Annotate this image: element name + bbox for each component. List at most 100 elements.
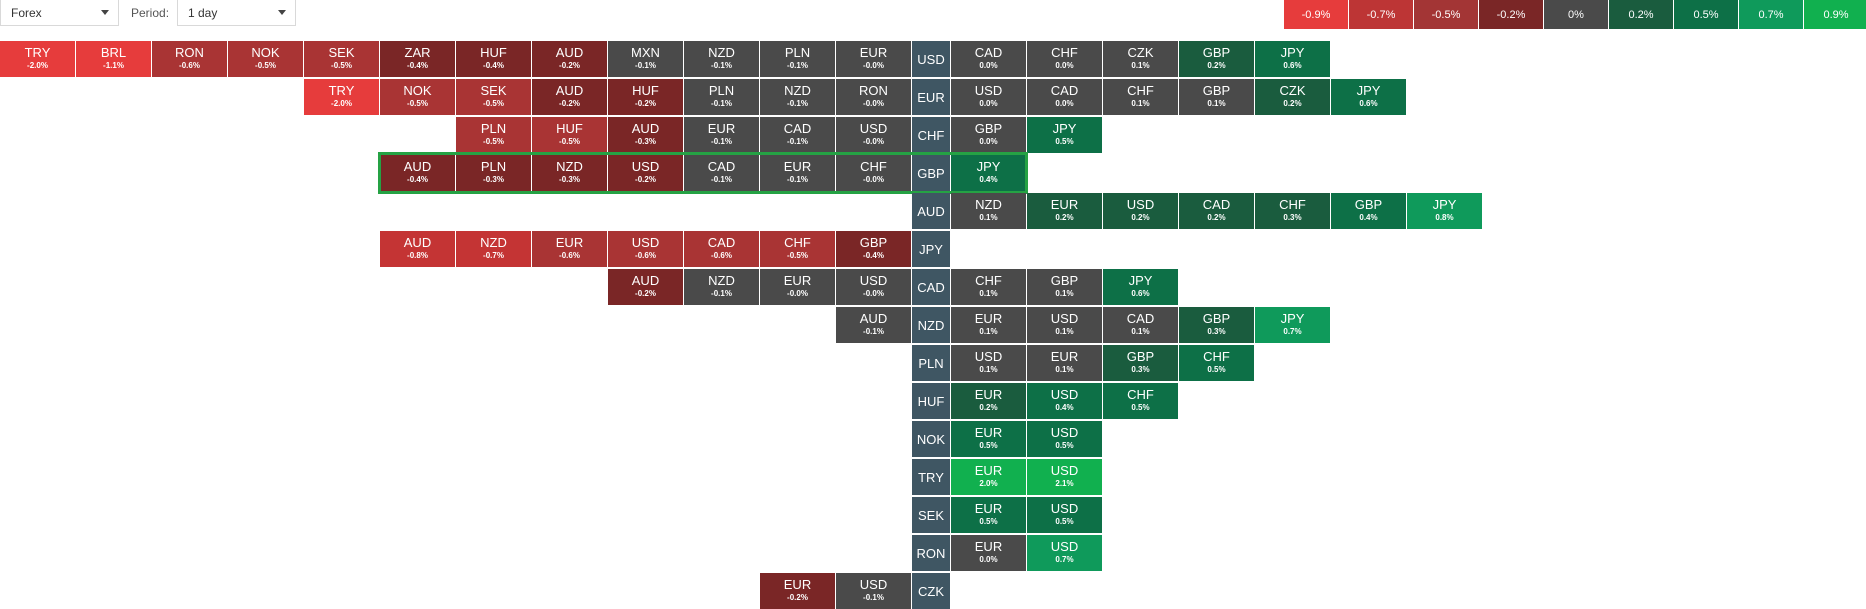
pair-tile-usd-nzd[interactable]: NZD -0.1% — [684, 41, 759, 77]
pair-tile-gbp-aud[interactable]: AUD -0.4% — [380, 155, 455, 191]
base-currency-try[interactable]: TRY — [912, 459, 950, 495]
base-currency-jpy[interactable]: JPY — [912, 231, 950, 267]
pair-tile-aud-eur[interactable]: EUR 0.2% — [1027, 193, 1102, 229]
base-currency-pln[interactable]: PLN — [912, 345, 950, 381]
pair-tile-usd-sek[interactable]: SEK -0.5% — [304, 41, 379, 77]
pair-tile-try-eur[interactable]: EUR 2.0% — [951, 459, 1026, 495]
pair-tile-jpy-nzd[interactable]: NZD -0.7% — [456, 231, 531, 267]
pair-tile-pln-gbp[interactable]: GBP 0.3% — [1103, 345, 1178, 381]
pair-tile-cad-jpy[interactable]: JPY 0.6% — [1103, 269, 1178, 305]
pair-tile-aud-jpy[interactable]: JPY 0.8% — [1407, 193, 1482, 229]
pair-tile-try-usd[interactable]: USD 2.1% — [1027, 459, 1102, 495]
pair-tile-eur-gbp[interactable]: GBP 0.1% — [1179, 79, 1254, 115]
pair-tile-cad-chf[interactable]: CHF 0.1% — [951, 269, 1026, 305]
pair-tile-gbp-chf[interactable]: CHF -0.0% — [836, 155, 911, 191]
base-currency-sek[interactable]: SEK — [912, 497, 950, 533]
base-currency-chf[interactable]: CHF — [912, 117, 950, 153]
pair-tile-eur-chf[interactable]: CHF 0.1% — [1103, 79, 1178, 115]
pair-tile-sek-eur[interactable]: EUR 0.5% — [951, 497, 1026, 533]
period-select[interactable]: 1 day — [177, 0, 296, 26]
pair-tile-jpy-chf[interactable]: CHF -0.5% — [760, 231, 835, 267]
pair-tile-chf-jpy[interactable]: JPY 0.5% — [1027, 117, 1102, 153]
pair-tile-sek-usd[interactable]: USD 0.5% — [1027, 497, 1102, 533]
pair-tile-nzd-usd[interactable]: USD 0.1% — [1027, 307, 1102, 343]
pair-tile-usd-nok[interactable]: NOK -0.5% — [228, 41, 303, 77]
base-currency-gbp[interactable]: GBP — [912, 155, 950, 191]
pair-tile-cad-gbp[interactable]: GBP 0.1% — [1027, 269, 1102, 305]
pair-tile-jpy-gbp[interactable]: GBP -0.4% — [836, 231, 911, 267]
pair-tile-gbp-jpy[interactable]: JPY 0.4% — [951, 155, 1026, 191]
pair-tile-usd-mxn[interactable]: MXN -0.1% — [608, 41, 683, 77]
pair-tile-jpy-cad[interactable]: CAD -0.6% — [684, 231, 759, 267]
pair-tile-eur-ron[interactable]: RON -0.0% — [836, 79, 911, 115]
pair-tile-nok-eur[interactable]: EUR 0.5% — [951, 421, 1026, 457]
pair-tile-usd-jpy[interactable]: JPY 0.6% — [1255, 41, 1330, 77]
pair-tile-usd-aud[interactable]: AUD -0.2% — [532, 41, 607, 77]
pair-tile-usd-try[interactable]: TRY -2.0% — [0, 41, 75, 77]
base-currency-eur[interactable]: EUR — [912, 79, 950, 115]
base-currency-nok[interactable]: NOK — [912, 421, 950, 457]
base-currency-cad[interactable]: CAD — [912, 269, 950, 305]
pair-tile-usd-brl[interactable]: BRL -1.1% — [76, 41, 151, 77]
pair-tile-gbp-pln[interactable]: PLN -0.3% — [456, 155, 531, 191]
pair-tile-usd-chf[interactable]: CHF 0.0% — [1027, 41, 1102, 77]
pair-tile-cad-eur[interactable]: EUR -0.0% — [760, 269, 835, 305]
pair-tile-pln-usd[interactable]: USD 0.1% — [951, 345, 1026, 381]
pair-tile-eur-huf[interactable]: HUF -0.2% — [608, 79, 683, 115]
pair-tile-cad-aud[interactable]: AUD -0.2% — [608, 269, 683, 305]
pair-tile-nzd-jpy[interactable]: JPY 0.7% — [1255, 307, 1330, 343]
base-currency-usd[interactable]: USD — [912, 41, 950, 77]
pair-tile-usd-zar[interactable]: ZAR -0.4% — [380, 41, 455, 77]
pair-tile-aud-gbp[interactable]: GBP 0.4% — [1331, 193, 1406, 229]
pair-tile-chf-pln[interactable]: PLN -0.5% — [456, 117, 531, 153]
pair-tile-chf-gbp[interactable]: GBP 0.0% — [951, 117, 1026, 153]
pair-tile-usd-czk[interactable]: CZK 0.1% — [1103, 41, 1178, 77]
pair-tile-eur-pln[interactable]: PLN -0.1% — [684, 79, 759, 115]
pair-tile-pln-chf[interactable]: CHF 0.5% — [1179, 345, 1254, 381]
pair-tile-usd-eur[interactable]: EUR -0.0% — [836, 41, 911, 77]
base-currency-huf[interactable]: HUF — [912, 383, 950, 419]
pair-tile-usd-huf[interactable]: HUF -0.4% — [456, 41, 531, 77]
pair-tile-eur-sek[interactable]: SEK -0.5% — [456, 79, 531, 115]
pair-tile-gbp-cad[interactable]: CAD -0.1% — [684, 155, 759, 191]
pair-tile-jpy-aud[interactable]: AUD -0.8% — [380, 231, 455, 267]
pair-tile-usd-gbp[interactable]: GBP 0.2% — [1179, 41, 1254, 77]
base-currency-czk[interactable]: CZK — [912, 573, 950, 609]
pair-tile-czk-usd[interactable]: USD -0.1% — [836, 573, 911, 609]
pair-tile-eur-nok[interactable]: NOK -0.5% — [380, 79, 455, 115]
pair-tile-ron-usd[interactable]: USD 0.7% — [1027, 535, 1102, 571]
pair-tile-chf-eur[interactable]: EUR -0.1% — [684, 117, 759, 153]
base-currency-nzd[interactable]: NZD — [912, 307, 950, 343]
pair-tile-nzd-cad[interactable]: CAD 0.1% — [1103, 307, 1178, 343]
pair-tile-eur-czk[interactable]: CZK 0.2% — [1255, 79, 1330, 115]
pair-tile-nzd-aud[interactable]: AUD -0.1% — [836, 307, 911, 343]
pair-tile-chf-usd[interactable]: USD -0.0% — [836, 117, 911, 153]
pair-tile-usd-pln[interactable]: PLN -0.1% — [760, 41, 835, 77]
pair-tile-pln-eur[interactable]: EUR 0.1% — [1027, 345, 1102, 381]
pair-tile-nok-usd[interactable]: USD 0.5% — [1027, 421, 1102, 457]
market-select[interactable]: Forex — [0, 0, 119, 26]
pair-tile-aud-usd[interactable]: USD 0.2% — [1103, 193, 1178, 229]
pair-tile-eur-nzd[interactable]: NZD -0.1% — [760, 79, 835, 115]
pair-tile-aud-cad[interactable]: CAD 0.2% — [1179, 193, 1254, 229]
pair-tile-nzd-eur[interactable]: EUR 0.1% — [951, 307, 1026, 343]
pair-tile-usd-cad[interactable]: CAD 0.0% — [951, 41, 1026, 77]
pair-tile-jpy-usd[interactable]: USD -0.6% — [608, 231, 683, 267]
pair-tile-eur-jpy[interactable]: JPY 0.6% — [1331, 79, 1406, 115]
base-currency-aud[interactable]: AUD — [912, 193, 950, 229]
pair-tile-usd-ron[interactable]: RON -0.6% — [152, 41, 227, 77]
pair-tile-jpy-eur[interactable]: EUR -0.6% — [532, 231, 607, 267]
pair-tile-cad-usd[interactable]: USD -0.0% — [836, 269, 911, 305]
pair-tile-gbp-usd[interactable]: USD -0.2% — [608, 155, 683, 191]
pair-tile-gbp-eur[interactable]: EUR -0.1% — [760, 155, 835, 191]
pair-tile-chf-cad[interactable]: CAD -0.1% — [760, 117, 835, 153]
pair-tile-huf-usd[interactable]: USD 0.4% — [1027, 383, 1102, 419]
pair-tile-huf-eur[interactable]: EUR 0.2% — [951, 383, 1026, 419]
pair-tile-gbp-nzd[interactable]: NZD -0.3% — [532, 155, 607, 191]
pair-tile-ron-eur[interactable]: EUR 0.0% — [951, 535, 1026, 571]
pair-tile-eur-try[interactable]: TRY -2.0% — [304, 79, 379, 115]
pair-tile-eur-usd[interactable]: USD 0.0% — [951, 79, 1026, 115]
pair-tile-chf-huf[interactable]: HUF -0.5% — [532, 117, 607, 153]
pair-tile-cad-nzd[interactable]: NZD -0.1% — [684, 269, 759, 305]
pair-tile-huf-chf[interactable]: CHF 0.5% — [1103, 383, 1178, 419]
